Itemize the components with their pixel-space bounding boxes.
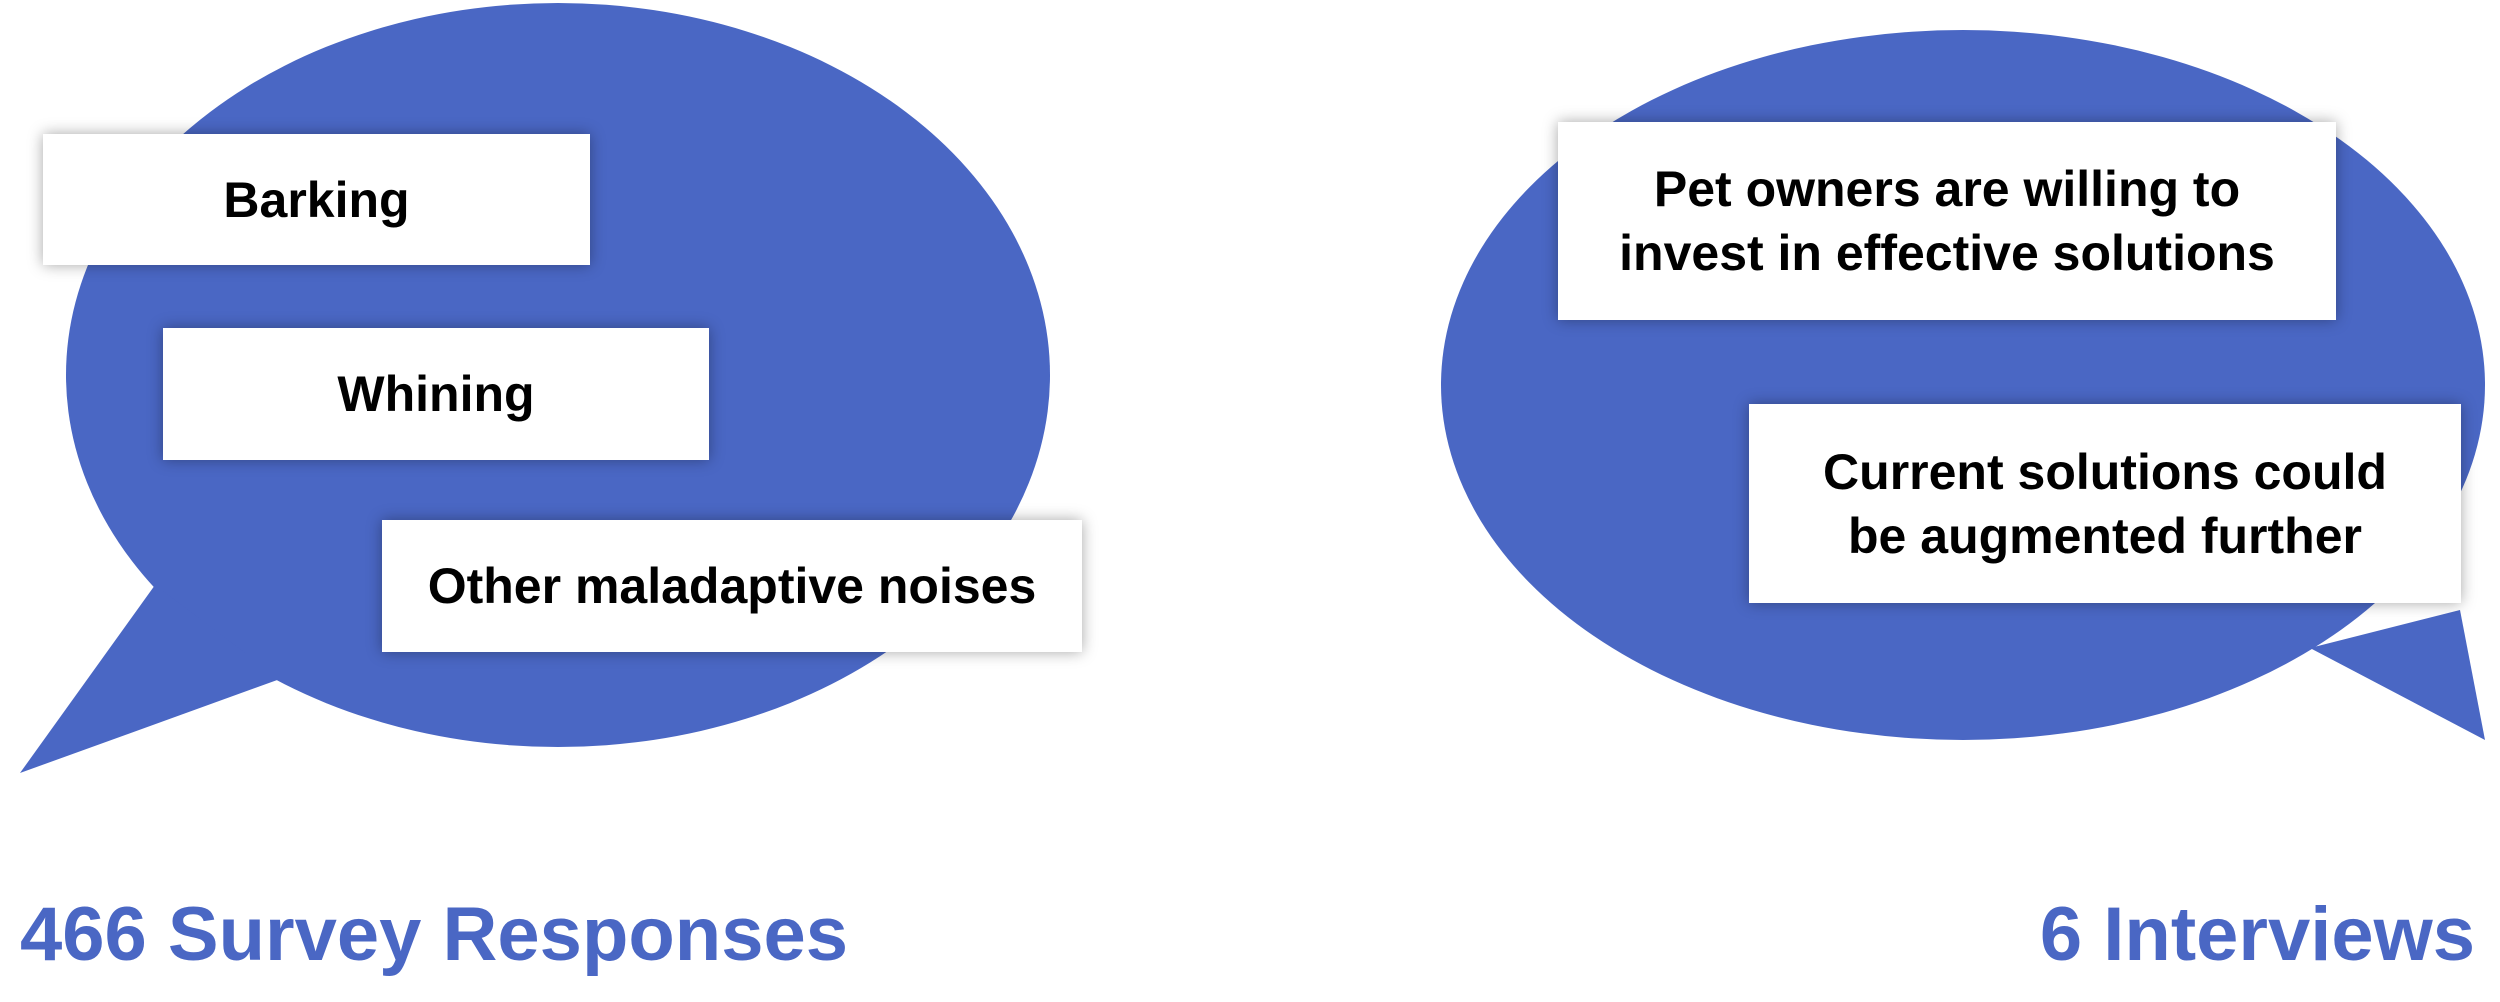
survey-card-label: Barking (223, 171, 410, 228)
interviews-bubble-tail (2310, 610, 2485, 740)
interviews-card-label: Pet owners are willing to invest in effe… (1619, 161, 2275, 281)
survey-card-label: Whining (337, 366, 535, 422)
interviews-caption: 6 Interviews (2039, 892, 2475, 977)
survey-card-barking: Barking (43, 134, 590, 265)
survey-card-label: Other maladaptive noises (427, 558, 1037, 614)
survey-caption: 466 Survey Responses (20, 892, 849, 977)
survey-bubble-tail (20, 585, 280, 773)
interviews-card-label: Current solutions could be augmented fur… (1823, 443, 2387, 564)
survey-card-whining: Whining (163, 328, 709, 460)
interviews-card-willing-to-invest: Pet owners are willing to invest in effe… (1558, 122, 2336, 320)
survey-card-other-noises: Other maladaptive noises (382, 520, 1082, 652)
interviews-card-augmented: Current solutions could be augmented fur… (1749, 404, 2461, 603)
